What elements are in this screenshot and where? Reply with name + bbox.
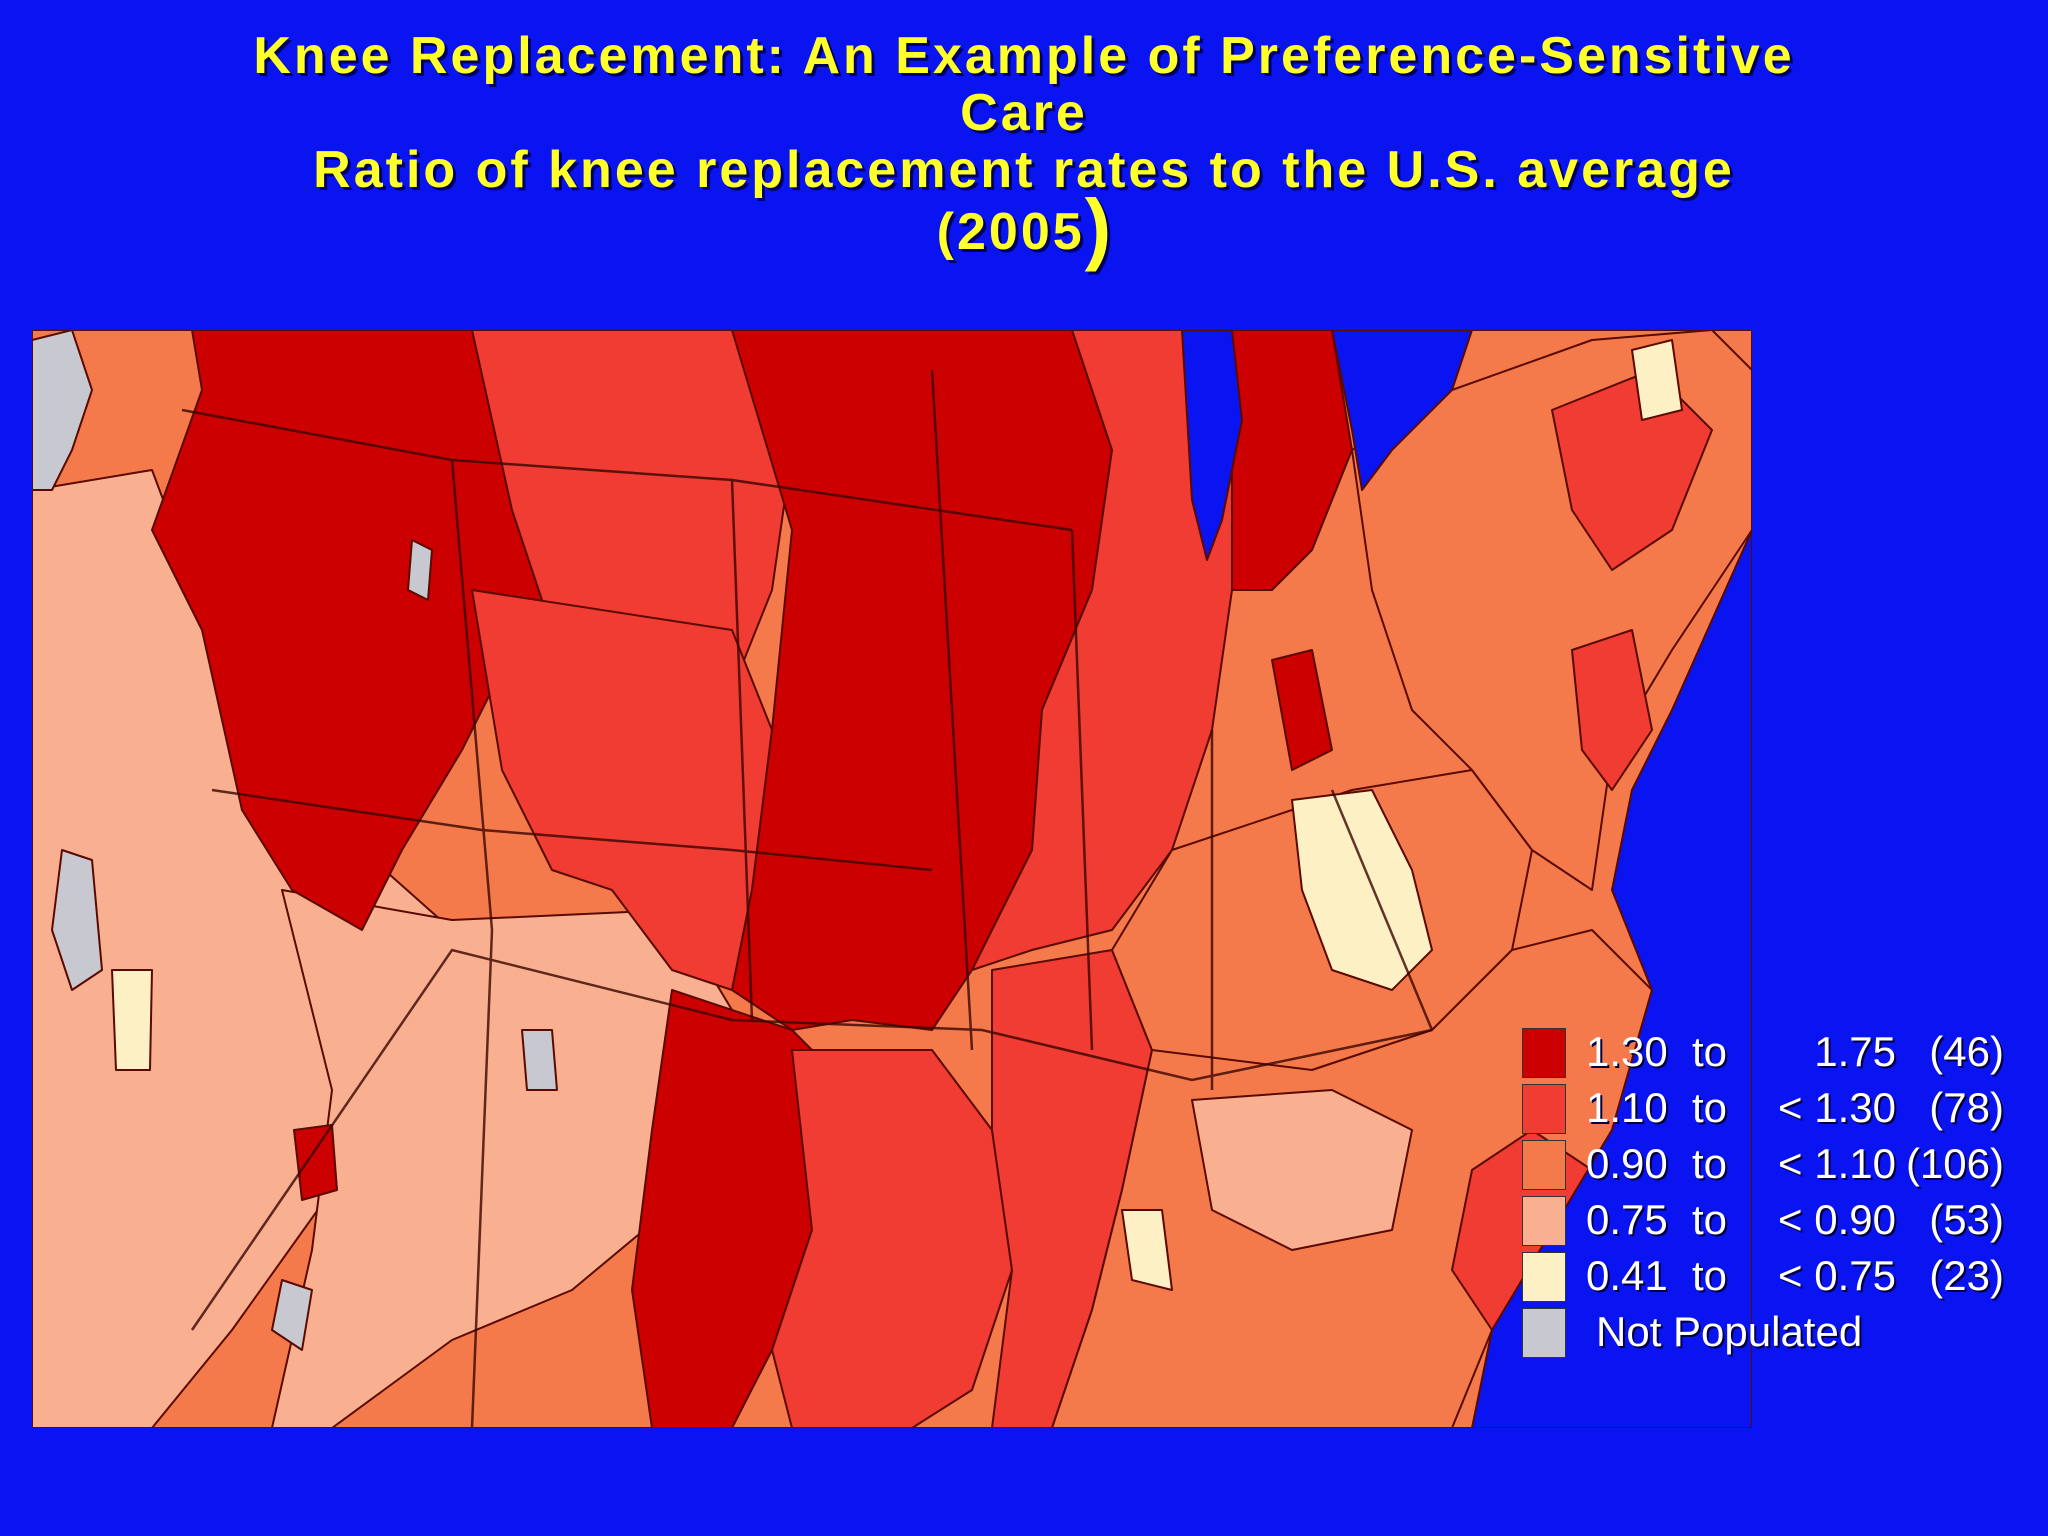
map-canvas [32, 330, 1752, 1428]
title-line-3: Ratio of knee replacement rates to the U… [313, 141, 1735, 199]
map-legend: 1.30 to 1.75 (46) 1.10 to < 1.30 (78) 0.90 to < 1.… [1520, 1024, 2020, 1360]
legend-lower-bound: 0.41 [1586, 1252, 1668, 1299]
title-year: (2005 [936, 203, 1085, 261]
region-not-populated-2 [51, 849, 103, 991]
region-southeast-light [1191, 1089, 1413, 1251]
legend-upper-bound: < 0.75 [1778, 1252, 1896, 1299]
legend-swatch-not-populated [1522, 1308, 1566, 1358]
map-title: Knee Replacement: An Example of Preferen… [0, 27, 2048, 268]
region-light-patch-2 [1121, 1209, 1173, 1291]
region-dark-patch-2 [1271, 649, 1333, 771]
legend-lower-bound: 0.90 [1586, 1140, 1668, 1187]
title-line-4: (2005) [0, 188, 2048, 268]
region-plains-red [471, 589, 773, 991]
legend-upper-bound: < 1.30 [1778, 1084, 1896, 1131]
legend-row: 1.30 to 1.75 (46) [1520, 1024, 2020, 1080]
legend-to-word: to [1692, 1196, 1728, 1243]
legend-count: (23) [1929, 1252, 2004, 1299]
legend-to-word: to [1692, 1252, 1728, 1299]
legend-swatch [1522, 1196, 1566, 1246]
region-lake-michigan [1181, 330, 1243, 561]
legend-count: (106) [1905, 1140, 2004, 1187]
legend-lower-bound: 0.75 [1586, 1196, 1668, 1243]
choropleth-map [32, 330, 1752, 1428]
region-not-populated-5 [521, 1029, 558, 1091]
region-light-patch-3 [1631, 339, 1683, 421]
legend-count: (46) [1929, 1028, 2004, 1075]
region-texas-red [771, 1049, 1013, 1428]
region-not-populated-3 [271, 1279, 313, 1351]
region-atlantic-ocean [1471, 330, 1752, 1428]
region-light-patch-1 [111, 969, 153, 1071]
legend-label-not-populated: Not Populated [1596, 1308, 1863, 1355]
title-line-2: Care [960, 84, 1088, 142]
legend-upper-bound: < 1.10 [1778, 1140, 1896, 1187]
legend-to-word: to [1692, 1084, 1728, 1131]
legend-to-word: to [1692, 1140, 1728, 1187]
legend-row: 0.75 to < 0.90 (53) [1520, 1192, 2020, 1248]
legend-row-not-populated: Not Populated [1520, 1304, 2020, 1360]
region-dark-patch-1 [293, 1124, 338, 1201]
legend-to-word: to [1692, 1028, 1728, 1075]
legend-count: (78) [1929, 1084, 2004, 1131]
legend-upper-bound: 1.75 [1814, 1028, 1896, 1075]
legend-swatch [1522, 1140, 1566, 1190]
legend-lower-bound: 1.30 [1586, 1028, 1668, 1075]
region-not-populated-1 [32, 330, 93, 491]
region-kentucky-light [1291, 789, 1433, 991]
legend-swatch [1522, 1084, 1566, 1134]
legend-swatch [1522, 1252, 1566, 1302]
title-line-1: Knee Replacement: An Example of Preferen… [253, 27, 1795, 85]
legend-count: (53) [1929, 1196, 2004, 1243]
legend-lower-bound: 1.10 [1586, 1084, 1668, 1131]
legend-row: 0.41 to < 0.75 (23) [1520, 1248, 2020, 1304]
legend-row: 1.10 to < 1.30 (78) [1520, 1080, 2020, 1136]
region-not-populated-4 [407, 539, 433, 601]
title-paren: ) [1084, 183, 1112, 272]
legend-row: 0.90 to < 1.10 (106) [1520, 1136, 2020, 1192]
region-lake-erie-ontario [1331, 330, 1473, 491]
legend-upper-bound: < 0.90 [1778, 1196, 1896, 1243]
legend-swatch [1522, 1028, 1566, 1078]
region-atlantic-red [1571, 629, 1653, 791]
